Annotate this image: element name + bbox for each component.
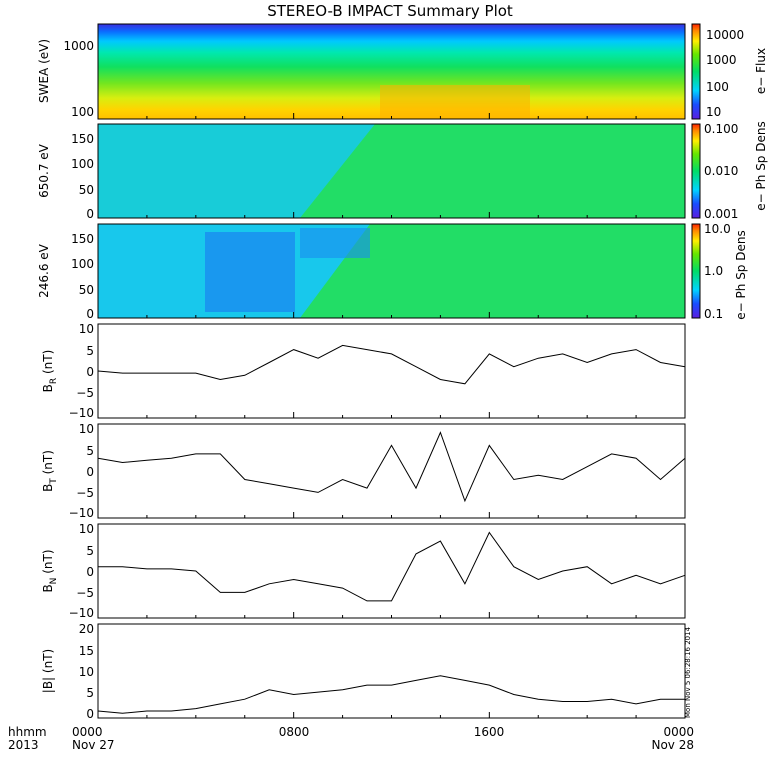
pad246-ylabel: 246.6 eV [37,243,51,298]
swea-cbar-tick-10: 10 [706,105,721,119]
pad246-cbar-tick-0.1: 0.1 [704,307,723,321]
bt-ytick-m10: −10 [69,506,94,520]
pad650-ytick-50: 50 [79,183,94,197]
br-ytick-10: 10 [79,322,94,336]
br-ytick-m10: −10 [69,406,94,420]
pad650-cool-region [98,124,375,218]
bn-ytick-m10: −10 [69,606,94,620]
bmag-ytick-10: 10 [79,665,94,679]
time-corner-bottom: 2013 [8,738,39,752]
time-corner-top: hhmm [8,725,47,739]
spectrogram-swea: 1000 100 SWEA (eV) 10000 1000 100 10 e− … [37,23,768,120]
pad246-blue-patch-2 [300,228,370,258]
spectrogram-650eV: 150 100 50 0 650.7 eV 0.100 0.010 0.001 … [37,121,768,221]
bmag-ytick-15: 15 [79,644,94,658]
pad650-cbar-tick-0.001: 0.001 [704,207,738,221]
time-tick-0800-top: 0800 [279,725,310,739]
bt-ytick-5: 5 [86,444,94,458]
bn-frame [97,523,686,619]
bt-ytick-0: 0 [86,465,94,479]
swea-ytick-100: 100 [71,105,94,119]
swea-warm-patch [380,85,530,119]
bn-ylabel: BN (nT) [41,549,59,592]
bt-frame [97,423,686,519]
pad246-ytick-50: 50 [79,283,94,297]
spectrogram-246eV: 150 100 50 0 246.6 eV 10.0 1.0 0.1 e− Ph… [37,222,748,321]
time-tick-1600-top: 1600 [474,725,505,739]
bn-ytick-10: 10 [79,522,94,536]
time-tick-end-top: 0000 [663,725,694,739]
timestamp: Mon Nov 5 06:28:16 2014 [684,626,692,718]
series-line-bt [97,431,686,503]
pad246-blue-patch [205,232,295,312]
bmag-ylabel: |B| (nT) [41,649,55,693]
pad650-ytick-100: 100 [71,157,94,171]
bn-ytick-0: 0 [86,565,94,579]
pad246-cbar-label: e− Ph Sp Dens [734,230,748,319]
br-frame [97,323,686,419]
swea-ytick-1000: 1000 [63,39,94,53]
br-ytick-0: 0 [86,365,94,379]
plot-title: STEREO-B IMPACT Summary Plot [267,2,513,20]
bt-ytick-m5: −5 [76,486,94,500]
time-tick-end-bottom: Nov 28 [651,738,694,752]
bmag-ytick-0: 0 [86,707,94,721]
time-tick-0000-bottom: Nov 27 [72,738,115,752]
pad246-cbar-tick-10.0: 10.0 [704,222,731,236]
line-panel-br: 10 5 0 −5 −10 BR (nT) [41,322,686,420]
swea-ylabel: SWEA (eV) [37,39,51,103]
br-ytick-m5: −5 [76,386,94,400]
pad650-colorbar [691,123,701,219]
pad650-ytick-150: 150 [71,132,94,146]
time-axis: hhmm 2013 0000 Nov 27 0800 1600 0000 Nov… [8,725,694,752]
swea-cbar-tick-1000: 1000 [706,53,737,67]
bn-ytick-5: 5 [86,544,94,558]
bt-ytick-10: 10 [79,422,94,436]
pad246-ytick-150: 150 [71,232,94,246]
pad246-cbar-tick-1.0: 1.0 [704,264,723,278]
br-ylabel: BR (nT) [41,350,59,393]
line-panel-bt: 10 5 0 −5 −10 BT (nT) [41,422,686,520]
pad650-cbar-tick-0.100: 0.100 [704,122,738,136]
br-ytick-5: 5 [86,344,94,358]
swea-cbar-tick-100: 100 [706,80,729,94]
series-line-br [97,344,686,385]
swea-cbar-tick-10000: 10000 [706,28,744,42]
pad650-ylabel: 650.7 eV [37,143,51,198]
pad650-cbar-tick-0.010: 0.010 [704,164,738,178]
pad246-ytick-100: 100 [71,257,94,271]
bmag-ytick-20: 20 [79,622,94,636]
bmag-ytick-5: 5 [86,686,94,700]
bt-ylabel: BT (nT) [41,450,59,492]
pad650-ytick-0: 0 [86,207,94,221]
line-panel-bmag: 20 15 10 5 0 |B| (nT) Mon Nov 5 06:28:16… [41,622,692,721]
pad246-ytick-0: 0 [86,307,94,321]
time-tick-0000-top: 0000 [72,725,103,739]
series-line-bmag [97,675,685,714]
line-panel-bn: 10 5 0 −5 −10 BN (nT) [41,522,686,620]
bn-ytick-m5: −5 [76,586,94,600]
series-layer [97,113,686,718]
pad246-colorbar [691,223,701,319]
bmag-frame [97,623,686,719]
swea-cbar-label: e− Flux [754,48,768,94]
swea-colorbar [691,23,701,120]
series-line-bn [98,531,686,602]
pad650-cbar-label: e− Ph Sp Dens [754,121,768,210]
